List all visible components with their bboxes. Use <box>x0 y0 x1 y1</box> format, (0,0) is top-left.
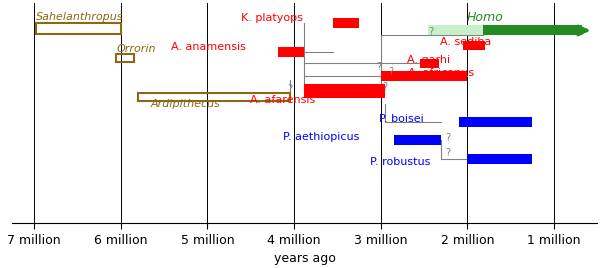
Text: A. garhi: A. garhi <box>407 55 450 65</box>
Bar <box>138 92 290 101</box>
Text: P. robustus: P. robustus <box>370 157 431 167</box>
Text: A. sediba: A. sediba <box>440 37 491 47</box>
Bar <box>394 135 441 145</box>
Text: ?: ? <box>446 133 451 143</box>
Text: ?: ? <box>446 148 451 158</box>
Bar <box>333 18 359 28</box>
Text: A. afarensis: A. afarensis <box>250 95 316 105</box>
Text: Sahelanthropus: Sahelanthropus <box>36 12 123 22</box>
Text: ?: ? <box>388 67 394 77</box>
Text: ?: ? <box>428 27 433 37</box>
Text: ?: ? <box>287 84 292 94</box>
Bar <box>116 54 134 62</box>
Text: P. boisei: P. boisei <box>379 114 424 124</box>
Text: P. aethiopicus: P. aethiopicus <box>283 132 359 142</box>
Bar <box>483 25 581 35</box>
Bar <box>419 58 439 68</box>
Text: Ardipithecus: Ardipithecus <box>151 99 221 109</box>
Bar <box>463 41 485 50</box>
Bar <box>458 117 532 127</box>
Text: ?: ? <box>382 81 388 92</box>
Bar <box>428 25 483 35</box>
Text: K. platyops: K. platyops <box>241 13 302 23</box>
Text: A. africanus: A. africanus <box>408 68 474 78</box>
Text: A. anamensis: A. anamensis <box>172 42 247 52</box>
Bar <box>36 23 121 34</box>
Text: Homo: Homo <box>466 11 503 24</box>
X-axis label: years ago: years ago <box>274 252 336 265</box>
Text: ?: ? <box>376 62 382 72</box>
Bar <box>380 71 467 81</box>
Text: Orrorin: Orrorin <box>116 44 156 54</box>
Bar <box>304 84 385 98</box>
Bar <box>278 47 304 57</box>
Bar <box>467 154 532 164</box>
